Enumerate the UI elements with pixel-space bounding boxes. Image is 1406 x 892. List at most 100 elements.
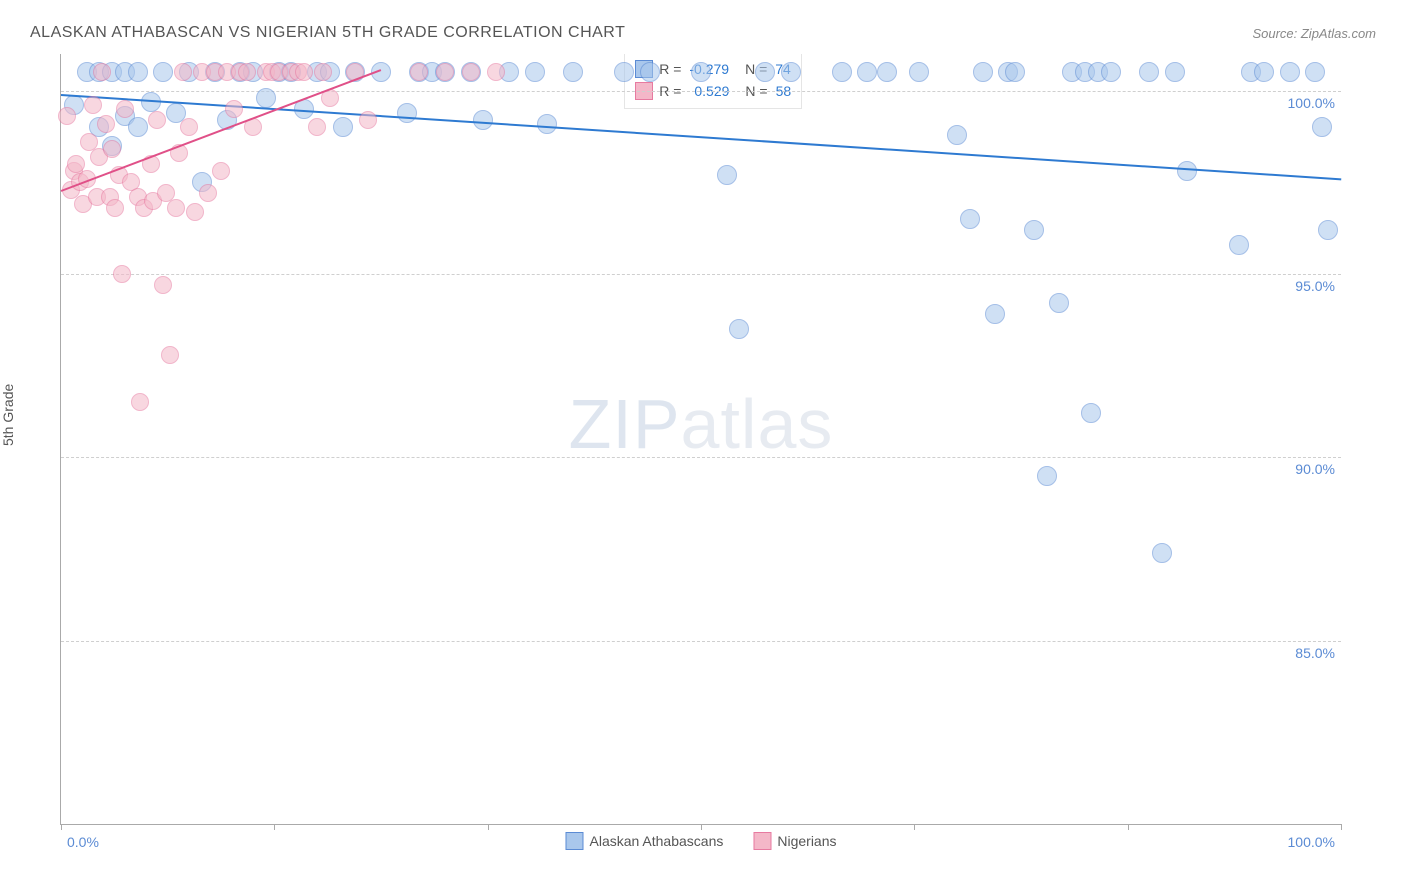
legend-swatch-icon [565,832,583,850]
data-point [238,63,256,81]
data-point [106,199,124,217]
data-point [212,162,230,180]
data-point [877,62,897,82]
data-point [131,393,149,411]
data-point [1305,62,1325,82]
data-point [1318,220,1338,240]
watermark: ZIPatlas [569,384,834,464]
data-point [1165,62,1185,82]
data-point [148,111,166,129]
x-tick-label: 100.0% [1288,834,1335,850]
data-point [359,111,377,129]
y-tick-label: 90.0% [1295,461,1335,477]
data-point [154,276,172,294]
data-point [186,203,204,221]
data-point [308,118,326,136]
data-point [909,62,929,82]
data-point [397,103,417,123]
data-point [1081,403,1101,423]
data-point [199,184,217,202]
y-tick-label: 85.0% [1295,645,1335,661]
data-point [97,115,115,133]
data-point [985,304,1005,324]
data-point [960,209,980,229]
grid-line [61,91,1341,92]
data-point [781,62,801,82]
data-point [225,100,243,118]
data-point [563,62,583,82]
data-point [473,110,493,130]
x-tick-label: 0.0% [67,834,99,850]
data-point [487,63,505,81]
plot-area: ZIPatlas R = -0.279 N = 74 R = 0.529 N =… [60,54,1341,825]
data-point [640,62,660,82]
chart-container: ALASKAN ATHABASCAN VS NIGERIAN 5TH GRADE… [0,0,1406,892]
x-tick-mark [61,824,62,830]
data-point [1139,62,1159,82]
data-point [857,62,877,82]
header-row: ALASKAN ATHABASCAN VS NIGERIAN 5TH GRADE… [30,20,1376,46]
series-legend: Alaskan Athabascans Nigerians [565,832,836,850]
data-point [1312,117,1332,137]
data-point [1229,235,1249,255]
data-point [93,63,111,81]
data-point [128,117,148,137]
data-point [1049,293,1069,313]
y-tick-label: 95.0% [1295,278,1335,294]
legend-label-1: Alaskan Athabascans [589,833,723,849]
data-point [1101,62,1121,82]
data-point [525,62,545,82]
data-point [116,100,134,118]
legend-swatch-icon [753,832,771,850]
source-label: Source: ZipAtlas.com [1252,26,1376,41]
data-point [153,62,173,82]
data-point [1280,62,1300,82]
data-point [128,62,148,82]
data-point [84,96,102,114]
data-point [410,63,428,81]
legend-r-label: R = [659,61,681,77]
data-point [717,165,737,185]
data-point [180,118,198,136]
data-point [973,62,993,82]
data-point [333,117,353,137]
data-point [729,319,749,339]
data-point [1152,543,1172,563]
data-point [1037,466,1057,486]
x-tick-mark [274,824,275,830]
legend-label-2: Nigerians [777,833,836,849]
y-tick-label: 100.0% [1288,95,1335,111]
data-point [1005,62,1025,82]
legend-item-2: Nigerians [753,832,836,850]
data-point [174,63,192,81]
data-point [614,62,634,82]
data-point [755,62,775,82]
data-point [1254,62,1274,82]
data-point [113,265,131,283]
grid-line [61,274,1341,275]
data-point [691,62,711,82]
data-point [436,63,454,81]
data-point [58,107,76,125]
x-tick-mark [1128,824,1129,830]
data-point [832,62,852,82]
legend-item-1: Alaskan Athabascans [565,832,723,850]
x-tick-mark [914,824,915,830]
x-tick-mark [701,824,702,830]
data-point [314,63,332,81]
data-point [947,125,967,145]
data-point [1024,220,1044,240]
x-tick-mark [488,824,489,830]
data-point [167,199,185,217]
y-axis-label: 5th Grade [0,384,16,446]
data-point [537,114,557,134]
data-point [256,88,276,108]
data-point [295,63,313,81]
chart-title: ALASKAN ATHABASCAN VS NIGERIAN 5TH GRADE… [30,24,625,42]
data-point [1177,161,1197,181]
grid-line [61,641,1341,642]
data-point [161,346,179,364]
x-tick-mark [1341,824,1342,830]
grid-line [61,457,1341,458]
data-point [103,140,121,158]
